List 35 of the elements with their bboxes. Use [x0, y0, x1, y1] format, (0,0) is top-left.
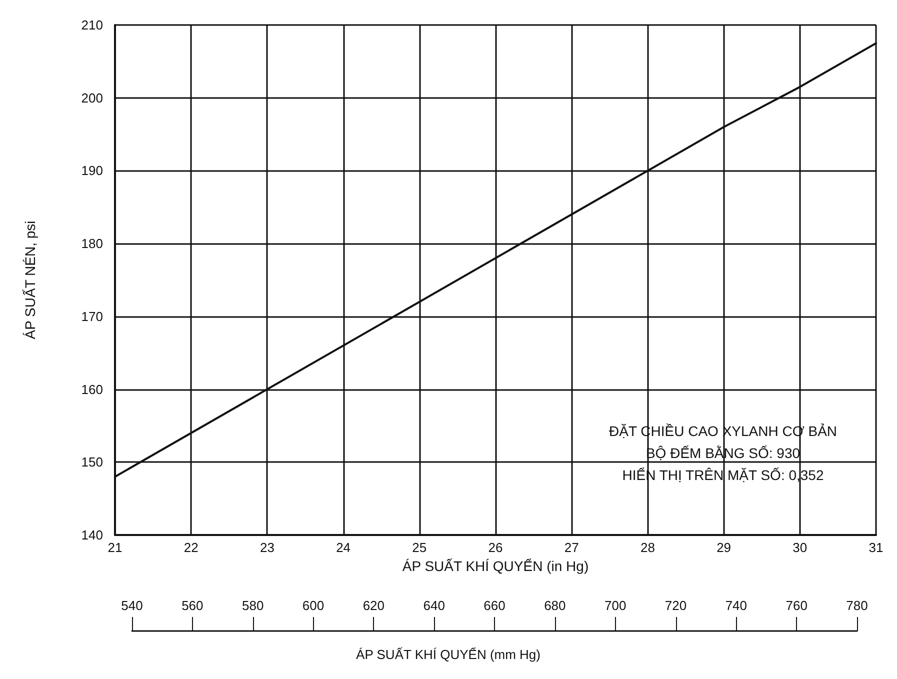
y-tick-label: 140: [81, 528, 103, 542]
x2-tick-label: 600: [302, 598, 324, 613]
y-axis-title: ÁP SUẤT NÉN, psi: [22, 220, 38, 340]
x2-axis-title: ÁP SUẤT KHÍ QUYỂN (mm Hg): [356, 647, 540, 662]
x2-tick-label: 640: [423, 598, 445, 613]
x2-tick-label: 680: [544, 598, 566, 613]
x-tick-label: 23: [260, 540, 274, 555]
x2-tick-label: 740: [725, 598, 748, 613]
x-tick-label: 26: [488, 540, 503, 555]
x-tick-label: 30: [792, 540, 808, 555]
y-tick-label: 190: [81, 163, 103, 178]
x2-tick-label: 560: [182, 598, 204, 613]
x-tick-label: 24: [336, 540, 351, 555]
x-tick-label: 25: [412, 540, 427, 555]
x-axis-title: ÁP SUẤT KHÍ QUYỂN (in Hg): [402, 558, 589, 574]
x-tick-label: 27: [564, 540, 579, 555]
y-tick-label: 160: [81, 382, 103, 397]
x-tick-label: 28: [640, 540, 655, 555]
y-tick-label: 170: [81, 308, 103, 324]
x-tick-label: 22: [184, 540, 198, 555]
x2-tick-label: 620: [362, 598, 385, 613]
x2-tick-label: 580: [242, 598, 264, 613]
x2-tick-label: 760: [786, 598, 808, 613]
x2-tick-label: 780: [846, 598, 868, 613]
y-tick-label: 210: [81, 18, 103, 32]
y-tick-label: 150: [81, 454, 103, 470]
x-tick-label: 29: [716, 540, 732, 555]
y-tick-label: 180: [81, 236, 103, 252]
x-tick-label: 21: [108, 540, 122, 555]
x-tick-label: 31: [868, 540, 884, 555]
x2-tick-label: 540: [121, 598, 143, 613]
x2-tick-label: 700: [604, 598, 626, 613]
x2-tick-label: 660: [484, 598, 506, 613]
x2-tick-label: 720: [664, 598, 687, 613]
y-tick-label: 200: [81, 90, 103, 106]
